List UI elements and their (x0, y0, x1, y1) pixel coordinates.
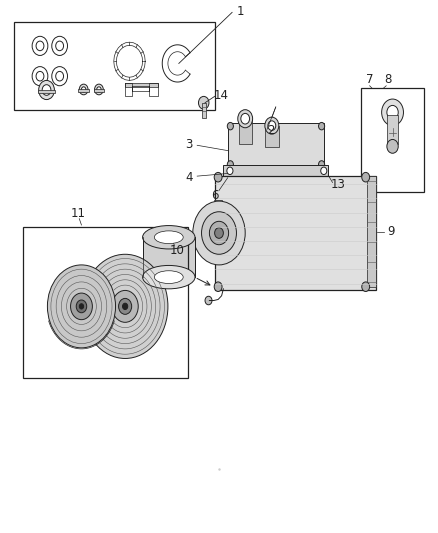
Circle shape (56, 71, 64, 81)
Bar (14, 22, 215, 110)
Circle shape (52, 67, 67, 86)
Bar (239, 119, 252, 144)
Bar (387, 115, 398, 144)
Text: 6: 6 (211, 189, 219, 203)
Circle shape (193, 201, 245, 265)
Circle shape (241, 114, 250, 124)
Circle shape (318, 123, 325, 130)
Bar (201, 103, 206, 118)
Circle shape (227, 167, 233, 174)
Circle shape (214, 172, 222, 182)
Circle shape (318, 161, 325, 168)
Ellipse shape (154, 271, 183, 284)
Circle shape (112, 290, 138, 322)
Text: 4: 4 (186, 171, 193, 184)
Circle shape (201, 212, 237, 254)
Circle shape (95, 84, 103, 95)
Circle shape (227, 123, 233, 130)
Circle shape (215, 228, 223, 238)
Text: 8: 8 (384, 73, 391, 86)
Circle shape (362, 282, 370, 292)
Circle shape (123, 303, 128, 310)
Circle shape (79, 84, 88, 95)
Circle shape (209, 221, 229, 245)
Circle shape (36, 71, 44, 81)
Circle shape (214, 282, 222, 292)
Bar (367, 176, 376, 287)
Circle shape (81, 87, 86, 92)
Circle shape (265, 117, 279, 134)
Circle shape (198, 96, 209, 109)
Circle shape (381, 99, 403, 126)
Ellipse shape (143, 225, 195, 249)
Bar (223, 165, 328, 176)
Text: 13: 13 (331, 177, 346, 191)
Bar (22, 227, 188, 378)
Bar (214, 200, 222, 261)
Ellipse shape (154, 231, 183, 244)
Bar (38, 90, 55, 93)
Circle shape (268, 121, 276, 131)
Circle shape (362, 172, 370, 182)
Text: 2: 2 (267, 124, 274, 138)
Circle shape (71, 293, 92, 320)
Text: 9: 9 (387, 225, 394, 238)
Circle shape (76, 300, 87, 313)
Text: 10: 10 (170, 244, 185, 257)
Circle shape (42, 85, 51, 95)
Circle shape (32, 36, 48, 55)
Circle shape (227, 161, 233, 168)
Circle shape (97, 87, 101, 92)
Circle shape (36, 41, 44, 51)
Circle shape (119, 298, 132, 314)
Text: 7: 7 (366, 73, 373, 86)
Circle shape (205, 296, 212, 305)
Bar (78, 90, 89, 92)
Circle shape (79, 304, 84, 309)
Circle shape (32, 67, 48, 86)
Bar (94, 90, 104, 92)
Text: 3: 3 (186, 138, 193, 151)
Ellipse shape (143, 265, 195, 289)
Circle shape (238, 110, 253, 128)
Circle shape (321, 167, 327, 174)
Text: 11: 11 (71, 207, 86, 220)
Circle shape (387, 106, 398, 119)
Bar (125, 83, 158, 87)
Circle shape (47, 265, 116, 348)
Bar (215, 176, 376, 290)
Bar (265, 126, 279, 147)
Text: 14: 14 (214, 89, 229, 102)
Bar (143, 237, 195, 277)
Circle shape (387, 140, 398, 154)
Circle shape (39, 80, 54, 100)
Circle shape (82, 254, 168, 359)
Bar (228, 123, 324, 168)
Text: 1: 1 (236, 5, 244, 18)
Circle shape (56, 41, 64, 51)
Bar (361, 88, 424, 192)
Circle shape (52, 36, 67, 55)
